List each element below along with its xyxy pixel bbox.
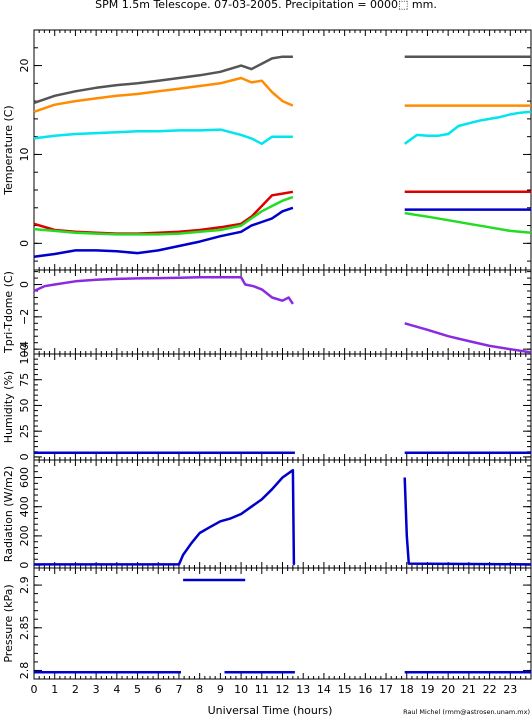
x-tick-label: 18 xyxy=(400,683,414,696)
y-axis-label: Radiation (W/m2) xyxy=(2,466,15,562)
series-blue-line xyxy=(34,468,296,566)
x-tick-label: 15 xyxy=(338,683,352,696)
series-cyan-line xyxy=(403,110,532,145)
series-purple-line xyxy=(404,322,532,354)
y-tick-label: −4 xyxy=(18,341,31,357)
y-tick-label: 20 xyxy=(18,59,31,73)
x-tick-label: 9 xyxy=(217,683,224,696)
y-axis-label: Temperature (C) xyxy=(2,105,15,195)
y-tick-label: 100 xyxy=(18,344,31,365)
x-tick-label: 11 xyxy=(255,683,269,696)
y-tick-label: 50 xyxy=(18,398,31,412)
x-tick-label: 5 xyxy=(134,683,141,696)
series-gray-line xyxy=(33,55,293,105)
x-tick-label: 6 xyxy=(155,683,162,696)
series-green-line xyxy=(33,195,294,236)
panel-frame xyxy=(33,353,532,461)
y-tick-label: 10 xyxy=(18,147,31,161)
series-red-line xyxy=(33,190,294,235)
series-blue-line xyxy=(33,206,294,258)
y-tick-label: 0 xyxy=(18,240,31,247)
x-tick-label: 0 xyxy=(31,683,38,696)
chart-title: SPM 1.5m Telescope. 07-03-2005. Precipit… xyxy=(95,0,437,11)
x-tick-label: 8 xyxy=(196,683,203,696)
x-tick-label: 10 xyxy=(234,683,248,696)
x-tick-label: 4 xyxy=(113,683,120,696)
x-tick-label: 7 xyxy=(175,683,182,696)
x-tick-label: 22 xyxy=(483,683,497,696)
y-axis-label: Humidity (%) xyxy=(2,371,15,443)
series-cyan-line xyxy=(33,128,293,146)
x-tick-label: 20 xyxy=(441,683,455,696)
y-tick-label: 2.85 xyxy=(18,616,31,641)
y-tick-label: 2.9 xyxy=(18,576,31,594)
x-tick-label: 17 xyxy=(379,683,393,696)
x-tick-label: 21 xyxy=(462,683,476,696)
y-tick-label: 0 xyxy=(18,453,31,460)
x-tick-label: 19 xyxy=(420,683,434,696)
panel-1: 0 10 20 Temperature (C) xyxy=(2,29,532,271)
x-axis-label: Universal Time (hours) xyxy=(208,704,333,717)
y-tick-label: 0 xyxy=(18,562,31,569)
y-tick-label: 200 xyxy=(18,525,31,546)
series-orange-line xyxy=(33,76,294,113)
y-tick-label: 2.8 xyxy=(18,662,31,680)
x-tick-label: 16 xyxy=(358,683,372,696)
panel-frame xyxy=(33,567,532,680)
y-tick-label: 25 xyxy=(18,424,31,438)
panel-frame xyxy=(33,269,532,355)
x-tick-label: 1 xyxy=(51,683,58,696)
series-blue-line xyxy=(403,477,532,566)
y-tick-label: 75 xyxy=(18,373,31,387)
x-tick-label: 2 xyxy=(72,683,79,696)
x-tick-label: 3 xyxy=(93,683,100,696)
y-tick-label: 600 xyxy=(18,467,31,488)
x-tick-label: 12 xyxy=(276,683,290,696)
x-tick-label: 14 xyxy=(317,683,331,696)
y-tick-label: 0 xyxy=(18,281,31,288)
y-tick-label: −2 xyxy=(18,309,31,325)
series-green-line xyxy=(404,211,532,234)
x-tick-label: 23 xyxy=(503,683,517,696)
y-axis-label: Pressure (kPa) xyxy=(2,584,15,662)
y-axis-label: Tpri-Tdome (C) xyxy=(2,271,15,354)
y-tick-label: 400 xyxy=(18,496,31,517)
x-tick-label: 13 xyxy=(296,683,310,696)
credit-text: Raul Michel (rmm@astrosen.unam.mx) xyxy=(403,708,530,716)
series-purple-line xyxy=(33,276,294,305)
